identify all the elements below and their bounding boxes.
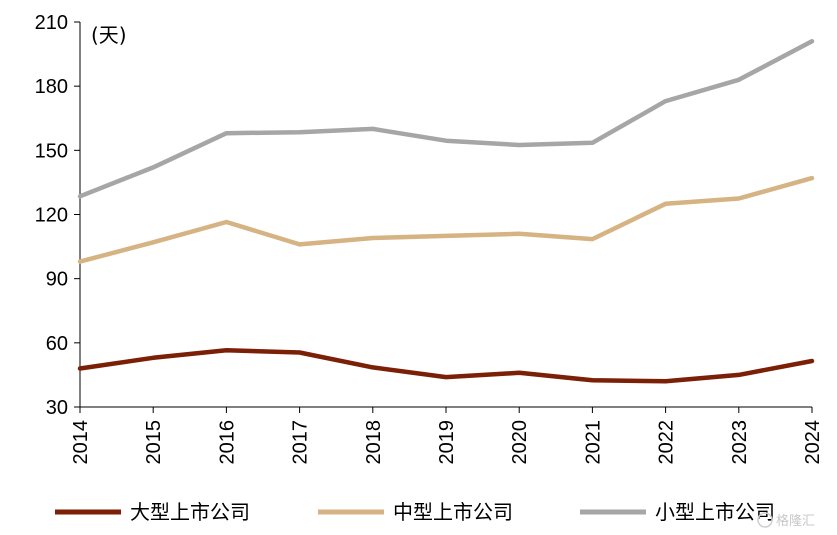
series-line-1 <box>77 348 815 384</box>
x-tick-label: 2015 <box>143 420 165 465</box>
series-lines <box>77 39 815 384</box>
x-tick-labels: 2014 2015 2016 2017 2018 2019 2020 2021 2022 2023… <box>70 420 824 465</box>
y-unit-label: (天) <box>91 23 127 47</box>
x-tick-label: 2020 <box>509 420 531 465</box>
x-tick-label: 2021 <box>582 420 604 465</box>
watermark-text: 格隆汇 <box>776 513 815 529</box>
y-tick-labels: 30 60 90 120 150 180 210 <box>35 12 68 419</box>
x-tick-label: 2017 <box>290 420 312 465</box>
x-tick-label: 2023 <box>729 420 751 465</box>
y-tick-label: 210 <box>35 12 68 34</box>
series-line-3 <box>77 39 815 199</box>
axes <box>74 21 813 413</box>
watermark: 格隆汇 <box>757 512 815 529</box>
x-tick-label: 2016 <box>216 420 238 465</box>
x-tick-label: 2018 <box>363 420 385 465</box>
watermark-logo-icon <box>757 512 773 528</box>
y-tick-label: 60 <box>46 333 68 355</box>
x-tick-label: 2014 <box>70 420 92 465</box>
y-tick-label: 180 <box>35 76 68 98</box>
x-tick-label: 2022 <box>656 420 678 465</box>
legend: 大型上市公司 中型上市公司 小型上市公司 <box>55 500 775 524</box>
y-tick-label: 30 <box>46 397 68 419</box>
series-line-2 <box>77 175 815 264</box>
x-tick-label: 2019 <box>436 420 458 465</box>
y-tick-label: 90 <box>46 269 68 291</box>
x-tick-label: 2024 <box>802 420 824 465</box>
legend-label: 中型上市公司 <box>393 500 513 524</box>
legend-label: 小型上市公司 <box>655 500 775 524</box>
y-tick-label: 150 <box>35 140 68 162</box>
y-tick-label: 120 <box>35 205 68 227</box>
legend-label: 大型上市公司 <box>130 500 250 524</box>
